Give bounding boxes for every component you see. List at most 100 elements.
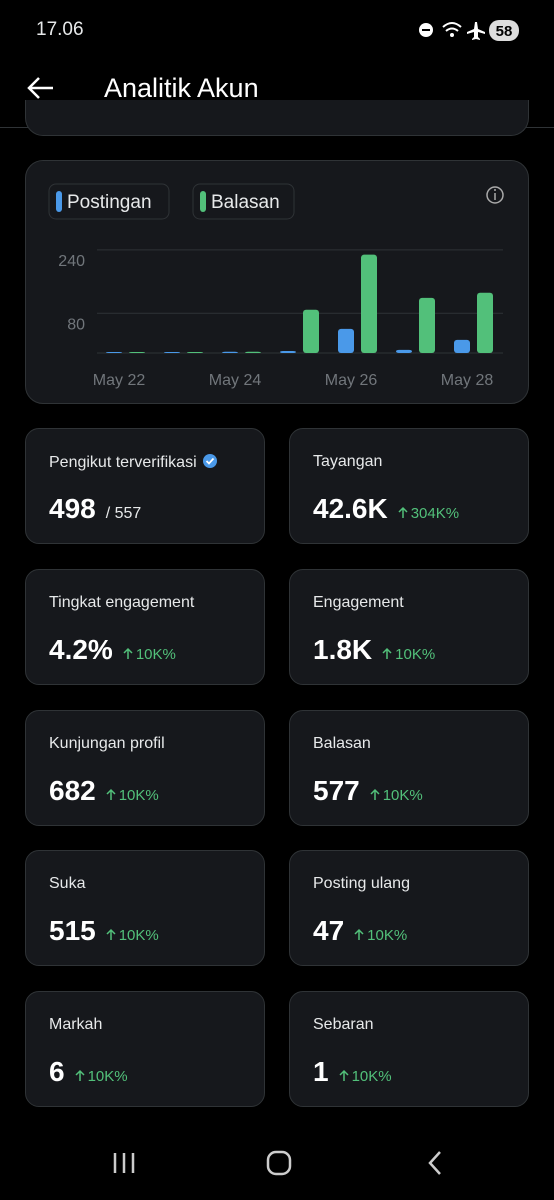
metric-change: 10K% — [106, 787, 159, 804]
metric-change: 10K% — [370, 787, 423, 804]
metric-number: 6 — [49, 1056, 65, 1087]
metric-card[interactable]: Tingkat engagement 4.2% 10K% — [25, 569, 265, 685]
page-title: Analitik Akun — [104, 73, 259, 103]
metric-label: Engagement — [313, 594, 404, 612]
metric-value: 1 10K% — [313, 1056, 392, 1088]
metric-label: Tayangan — [313, 453, 382, 471]
metric-change-text: 10K% — [118, 787, 159, 804]
metric-change-text: 10K% — [395, 646, 436, 663]
metric-change-text: 10K% — [351, 1068, 392, 1085]
battery-level: 58 — [496, 23, 513, 40]
metric-card[interactable]: Pengikut terverifikasi 498 / 557 — [25, 428, 265, 544]
bar — [129, 352, 145, 353]
legend-item — [192, 183, 295, 220]
metric-card[interactable]: Balasan 577 10K% — [289, 710, 529, 826]
metric-total: / 557 — [105, 505, 142, 522]
bar — [222, 351, 238, 353]
legend-swatch — [200, 191, 206, 212]
metric-label-text: Tayangan — [313, 453, 383, 470]
metric-label: Suka — [49, 875, 85, 893]
metric-card[interactable]: Engagement 1.8K 10K% — [289, 569, 529, 685]
x-tick-label: May 24 — [209, 372, 262, 389]
metric-card[interactable]: Markah 6 10K% — [25, 991, 265, 1107]
metric-value: 498 / 557 — [49, 493, 141, 525]
bar — [396, 349, 412, 353]
legend-label: Balasan — [211, 192, 280, 213]
legend-item — [48, 183, 170, 220]
metric-label: Kunjungan profil — [49, 735, 165, 753]
metric-number: 498 — [49, 493, 96, 524]
metric-label-text: Engagement — [313, 594, 404, 611]
metric-label-text: Kunjungan profil — [49, 735, 165, 752]
metric-number: 1 — [313, 1056, 329, 1087]
chart-card: Postingan Balasan 80 240 May 22 May 24 May 26 M… — [25, 160, 529, 404]
metric-value: 577 10K% — [313, 775, 423, 807]
metric-label-text: Sebaran — [313, 1016, 374, 1033]
metric-number: 47 — [313, 915, 345, 946]
metric-value: 6 10K% — [49, 1056, 128, 1088]
metric-card[interactable]: Kunjungan profil 682 10K% — [25, 710, 265, 826]
status-icons: 58 — [419, 20, 519, 41]
metric-label: Sebaran — [313, 1016, 374, 1034]
metric-change: 10K% — [339, 1068, 392, 1085]
metric-label: Tingkat engagement — [49, 594, 194, 612]
metric-number: 682 — [49, 775, 96, 806]
metric-label-text: Pengikut terverifikasi — [49, 454, 197, 471]
bar — [303, 309, 319, 353]
bar — [361, 254, 377, 353]
x-tick-label: May 22 — [93, 372, 146, 389]
metric-number: 1.8K — [313, 634, 373, 665]
card-partial — [25, 100, 529, 136]
metric-change: 10K% — [106, 927, 159, 944]
verified-icon — [197, 454, 218, 471]
y-tick-label: 240 — [58, 253, 85, 270]
metric-card[interactable]: Posting ulang 47 10K% — [289, 850, 529, 966]
x-tick-label: May 26 — [325, 372, 378, 389]
bar — [419, 297, 435, 353]
metric-label-text: Posting ulang — [313, 875, 410, 892]
metric-change: 10K% — [382, 646, 435, 663]
bar — [280, 351, 296, 353]
metric-card[interactable]: Suka 515 10K% — [25, 850, 265, 966]
bar — [454, 339, 470, 353]
metric-label: Posting ulang — [313, 875, 410, 893]
info-icon — [486, 186, 504, 204]
metric-card[interactable]: Tayangan 42.6K 304K% — [289, 428, 529, 544]
metric-change: 10K% — [354, 927, 407, 944]
metric-value: 682 10K% — [49, 775, 159, 807]
back-button[interactable] — [26, 75, 56, 101]
legend-swatch — [56, 191, 62, 212]
metric-change-text: 10K% — [118, 927, 159, 944]
metric-label: Markah — [49, 1016, 102, 1034]
metric-label: Pengikut terverifikasi — [49, 453, 218, 472]
metric-label-text: Tingkat engagement — [49, 594, 195, 611]
bar — [338, 328, 354, 353]
metric-card[interactable]: Sebaran 1 10K% — [289, 991, 529, 1107]
x-tick-label: May 28 — [441, 372, 494, 389]
metric-label-text: Markah — [49, 1016, 103, 1033]
metric-change-text: 10K% — [382, 787, 423, 804]
legend-label: Postingan — [67, 192, 152, 213]
chart: Postingan Balasan 80 240 May 22 May 24 May 26 M… — [48, 183, 504, 389]
bar — [477, 292, 493, 353]
metric-value: 4.2% 10K% — [49, 634, 176, 666]
metric-change-text: 10K% — [135, 646, 176, 663]
metric-change-text: 304K% — [410, 505, 460, 522]
bar — [187, 352, 203, 353]
metric-change-text: 10K% — [87, 1068, 128, 1085]
clock: 17.06 — [36, 19, 84, 40]
metric-change: 304K% — [398, 505, 459, 522]
metric-value: 515 10K% — [49, 915, 159, 947]
metric-label-text: Suka — [49, 875, 86, 892]
metric-value: 47 10K% — [313, 915, 407, 947]
metric-number: 42.6K — [313, 493, 388, 524]
metric-label-text: Balasan — [313, 735, 371, 752]
metric-value: 42.6K 304K% — [313, 493, 459, 525]
metric-number: 4.2% — [49, 634, 113, 665]
bar — [106, 352, 122, 353]
metric-label: Balasan — [313, 735, 371, 753]
y-tick-label: 80 — [67, 316, 85, 333]
metric-number: 515 — [49, 915, 96, 946]
bar — [164, 352, 180, 353]
metric-change: 10K% — [123, 646, 176, 663]
